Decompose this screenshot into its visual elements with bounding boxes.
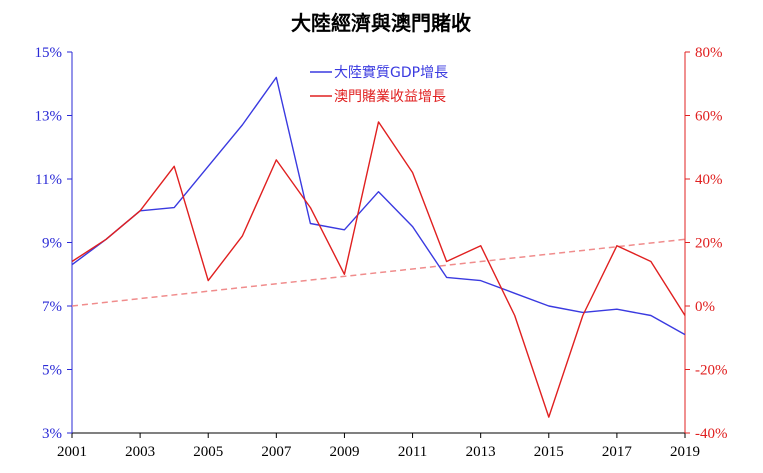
y-left-tick-label: 3% (42, 426, 62, 442)
trendline (71, 238, 686, 307)
chart-title: 大陸經濟與澳門賭收 (291, 11, 471, 35)
x-tick-label: 2015 (534, 444, 564, 460)
legend-label: 澳門賭業收益增長 (334, 89, 446, 105)
legend-label: 大陸實質GDP增長 (334, 64, 448, 81)
x-tick-label: 2019 (670, 444, 700, 460)
y-right-tick-label: 60% (695, 109, 723, 125)
y-left-tick-label: 9% (42, 236, 62, 252)
y-left-tick-label: 11% (35, 172, 62, 188)
y-right-tick-label: -40% (695, 426, 728, 442)
series-lines (71, 76, 686, 418)
x-tick-label: 2013 (466, 444, 496, 460)
y-right-tick-label: 80% (695, 45, 723, 61)
x-tick-label: 2011 (398, 444, 427, 460)
y-left-tick-label: 15% (35, 45, 63, 61)
y-left-tick-label: 7% (42, 299, 62, 315)
y-right-tick-label: 0% (695, 299, 715, 315)
y-left-tick-label: 13% (35, 109, 63, 125)
y-right-tick-label: 20% (695, 236, 723, 252)
gdp-growth-line (71, 76, 686, 336)
x-tick-label: 2005 (193, 444, 223, 460)
y-right-tick-label: -20% (695, 363, 728, 379)
x-tick-label: 2017 (602, 444, 633, 460)
x-tick-label: 2009 (329, 444, 359, 460)
gaming-revenue-line (71, 121, 686, 418)
axes: 2001 2003 2005 2007 2009 2011 2013 2015 2017 2019… (35, 45, 728, 460)
x-tick-label: 2003 (125, 444, 155, 460)
x-tick-label: 2007 (261, 444, 292, 460)
trendline-dashed (71, 238, 686, 307)
y-right-tick-label: 40% (695, 172, 723, 188)
x-tick-label: 2001 (57, 444, 87, 460)
y-left-tick-label: 5% (42, 363, 62, 379)
